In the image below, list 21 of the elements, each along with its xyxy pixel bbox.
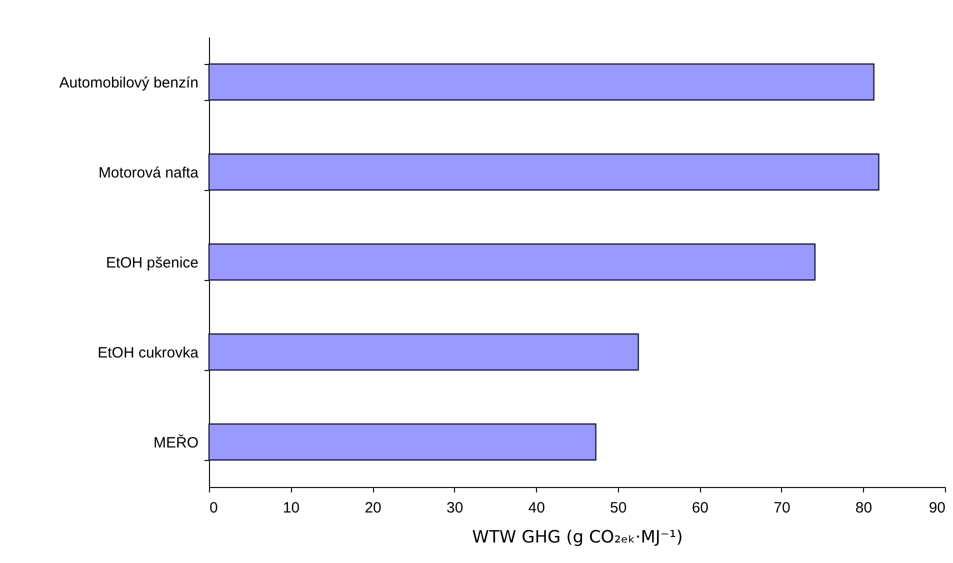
bar [208, 423, 596, 461]
bar [208, 63, 874, 101]
x-tick-label: 60 [692, 500, 709, 516]
x-tick-label: 80 [855, 500, 872, 516]
y-tick-label: EtOH pšenice [106, 254, 198, 272]
x-tick-label: 40 [528, 500, 545, 516]
x-axis-title: WTW GHG (g CO₂ₑₖ·MJ⁻¹) [472, 528, 683, 548]
y-tick-label: Automobilový benzín [59, 74, 198, 92]
x-tick-label: 0 [210, 500, 218, 516]
x-tick-label: 70 [774, 500, 790, 516]
x-tick-label: 20 [364, 500, 382, 516]
y-tick-label: Motorová nafta [98, 164, 200, 182]
x-tick-label: 50 [610, 500, 627, 516]
bar [208, 333, 639, 371]
y-tick-label: MEŘO [154, 434, 198, 452]
x-tick-label: 30 [446, 500, 464, 516]
bar [208, 153, 880, 191]
y-tick-label: EtOH cukrovka [98, 344, 200, 362]
x-tick-label: 90 [928, 500, 946, 516]
bar [208, 243, 816, 281]
x-tick-label: 10 [282, 500, 300, 516]
